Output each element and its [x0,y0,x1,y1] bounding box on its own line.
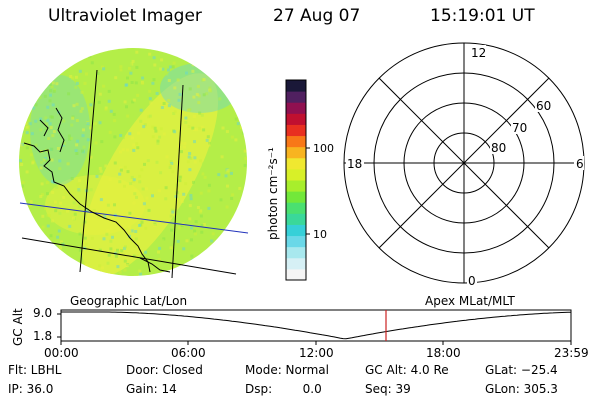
observation-time: 15:19:01 UT [430,6,535,26]
polar-labels: 12 18 6 0 60 70 80 [346,45,584,288]
time-tick-2359: 23:59 [554,346,589,360]
x-ticks [60,341,572,345]
label-bg [490,140,508,154]
coastline [23,107,171,273]
dsp-info: Dsp: 0.0 [245,382,322,396]
observation-date: 27 Aug 07 [273,6,361,26]
polar-diagonal [378,77,550,249]
colorbar-segment [286,224,306,237]
terminator-line [19,202,249,234]
bright-patch [45,175,145,235]
altitude-plot: GC Alt [11,308,572,346]
colorbar-segment [286,80,306,92]
seq-info: Seq: 39 [365,382,411,396]
longitude-line [171,84,184,279]
colorbar-tick-label-10: 10 [313,228,327,241]
colorbar-segment [286,168,306,181]
colorbar-segment [286,124,306,137]
time-tick-0000: 00:00 [44,346,79,360]
label-bg [346,156,364,170]
mlt-label-18: 18 [347,157,362,171]
mlat-label-60: 60 [536,99,551,113]
ip-info: IP: 36.0 [8,382,54,396]
altitude-y-tick-9.0: 9.0 [33,306,53,320]
colorbar-segment [286,180,306,192]
altitude-y-tick-1.8: 1.8 [33,329,53,343]
polar-plot [343,42,585,284]
altitude-curve [61,311,572,340]
colorbar: 100 10 photon cm⁻²s⁻¹ [266,79,334,281]
auroral-image [19,48,249,279]
colorbar-segment [286,202,306,214]
label-bg [467,274,477,286]
label-bg [535,98,553,112]
mlt-label-12: 12 [471,46,486,60]
gain-info: Gain: 14 [126,382,177,396]
time-tick-0600: 06:00 [171,346,206,360]
altitude-plot-frame [60,309,572,342]
colorbar-segment [286,191,306,203]
longitude-line [79,69,98,273]
filter-info: Flt: LBHL [8,363,62,377]
mlt-label-6: 6 [576,157,584,171]
latitude-line [21,237,237,275]
time-tick-1800: 18:00 [426,346,461,360]
colorbar-segment [286,146,306,159]
colorbar-segment [286,257,306,270]
label-bg [470,45,486,59]
label-bg [574,156,584,170]
image-panel-caption: Geographic Lat/Lon [70,294,188,308]
colorbar-segment [286,102,306,114]
glat-info: GLat: −25.4 [485,363,558,377]
geographic-grid [21,69,237,279]
time-tick-1200: 12:00 [299,346,334,360]
glon-info: GLon: 305.3 [485,382,558,396]
colorbar-segment [286,135,306,148]
mode-info: Mode: Normal [245,363,329,377]
polar-panel-caption: Apex MLat/MLT [425,294,515,308]
mlat-label-70: 70 [512,121,527,135]
colorbar-segment [286,268,306,281]
colorbar-segment [286,113,306,125]
mlat-label-80: 80 [491,141,506,155]
dim-patch-top [160,63,240,113]
colorbar-segment [286,246,306,259]
label-bg [511,120,529,134]
altitude-axis-title: GC Alt [11,308,25,346]
colorbar-tick-label-100: 100 [313,142,334,155]
colorbar-segment [286,91,306,103]
mlt-label-0: 0 [468,274,476,288]
instrument-title: Ultraviolet Imager [48,6,202,26]
colorbar-segment [286,213,306,225]
colorbar-frame [285,79,307,281]
door-info: Door: Closed [126,363,203,377]
colorbar-segment [286,235,306,248]
colorbar-unit-label: photon cm⁻²s⁻¹ [266,147,280,240]
gc-alt-info: GC Alt: 4.0 Re [365,363,449,377]
colorbar-scale [286,80,306,281]
colorbar-segment [286,157,306,170]
